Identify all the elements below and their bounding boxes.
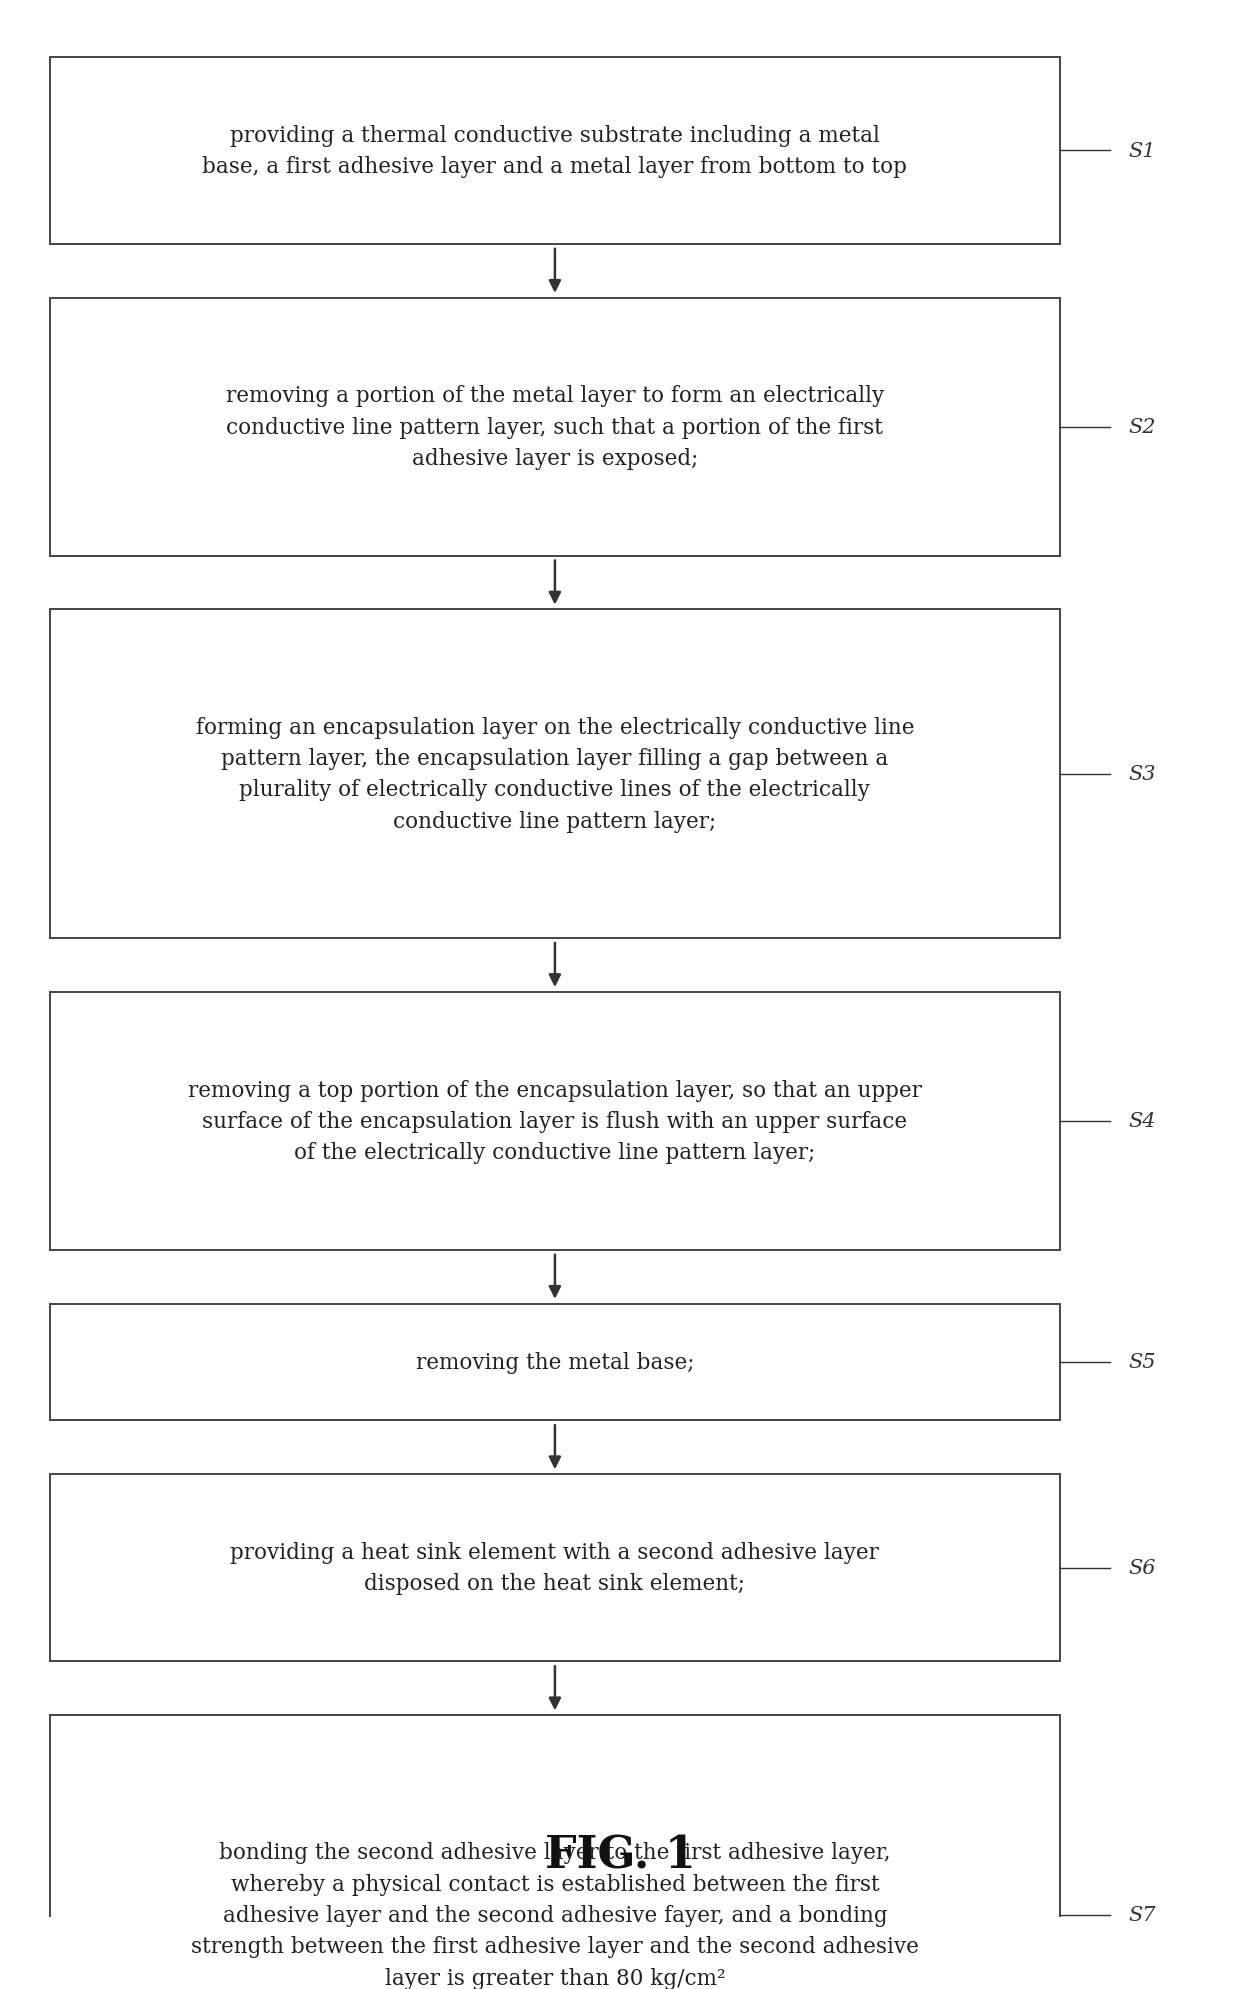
Text: S3: S3 <box>1128 766 1156 784</box>
Text: removing a portion of the metal layer to form an electrically
conductive line pa: removing a portion of the metal layer to… <box>226 386 884 469</box>
FancyBboxPatch shape <box>50 1474 1060 1661</box>
Text: S5: S5 <box>1128 1353 1156 1372</box>
Text: removing the metal base;: removing the metal base; <box>415 1351 694 1372</box>
Text: providing a heat sink element with a second adhesive layer
disposed on the heat : providing a heat sink element with a sec… <box>231 1541 879 1595</box>
Text: providing a thermal conductive substrate including a metal
base, a first adhesiv: providing a thermal conductive substrate… <box>202 125 908 177</box>
Text: FIG. 1: FIG. 1 <box>544 1834 696 1876</box>
FancyBboxPatch shape <box>50 298 1060 557</box>
FancyBboxPatch shape <box>50 58 1060 245</box>
FancyBboxPatch shape <box>50 611 1060 939</box>
FancyBboxPatch shape <box>50 993 1060 1251</box>
Text: bonding the second adhesive layer to the first adhesive layer,
whereby a physica: bonding the second adhesive layer to the… <box>191 1842 919 1989</box>
FancyBboxPatch shape <box>50 1715 1060 1989</box>
FancyBboxPatch shape <box>50 1305 1060 1420</box>
Text: S1: S1 <box>1128 141 1156 161</box>
Text: forming an encapsulation layer on the electrically conductive line
pattern layer: forming an encapsulation layer on the el… <box>196 716 914 831</box>
Text: removing a top portion of the encapsulation layer, so that an upper
surface of t: removing a top portion of the encapsulat… <box>188 1078 921 1164</box>
Text: S4: S4 <box>1128 1112 1156 1132</box>
Text: S6: S6 <box>1128 1559 1156 1577</box>
Text: S2: S2 <box>1128 418 1156 438</box>
Text: S7: S7 <box>1128 1905 1156 1925</box>
